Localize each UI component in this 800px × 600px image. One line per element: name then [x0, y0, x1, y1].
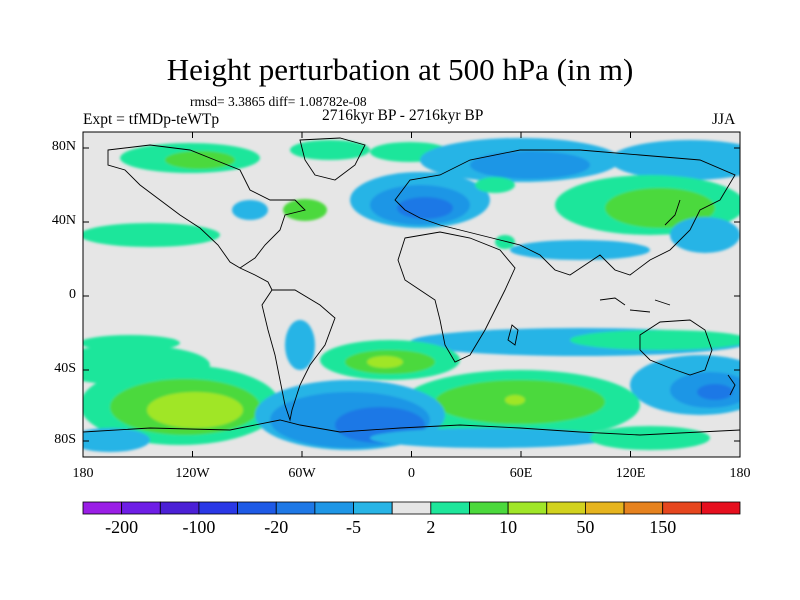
contour-region — [83, 335, 180, 351]
colorbar-swatch — [275, 501, 316, 515]
contour-region — [510, 240, 650, 260]
lon-tick-label: 180 — [729, 466, 751, 481]
lon-tick-label: 0 — [408, 466, 415, 481]
colorbar-swatch — [507, 501, 548, 515]
colorbar-label: 50 — [576, 517, 595, 537]
contour-region — [590, 426, 710, 450]
coastline-australia — [639, 319, 713, 376]
colorbar-swatch — [585, 501, 625, 515]
contour-region — [475, 177, 515, 193]
coastline-new-zealand — [727, 374, 736, 396]
colorbar-label: -5 — [346, 517, 362, 537]
colorbar-swatch — [198, 501, 238, 515]
contour-region — [610, 140, 740, 180]
colorbar-swatch — [159, 501, 200, 515]
contour-region — [290, 140, 370, 160]
contour-region — [670, 217, 740, 253]
coastline-greenland — [299, 137, 366, 181]
contour-region — [285, 320, 315, 370]
stats-line: rmsd= 3.3865 diff= 1.08782e-08 — [190, 94, 367, 109]
contour-fields — [83, 138, 740, 452]
coastline-madagascar — [507, 324, 519, 346]
lon-tick-label: 120W — [175, 466, 210, 481]
contour-region — [147, 392, 243, 428]
lon-tick-label: 60W — [288, 466, 316, 481]
contour-region — [570, 330, 740, 350]
contour-region — [165, 151, 235, 169]
axis-ticks — [82, 132, 741, 457]
contour-region — [697, 384, 733, 400]
colorbar-swatch — [391, 501, 432, 515]
colorbar-swatch — [314, 501, 354, 515]
colorbar-swatch — [121, 501, 161, 515]
coastline-africa — [397, 231, 516, 363]
colorbar-swatch — [237, 501, 277, 515]
colorbar-swatch — [430, 501, 470, 515]
coastline-antarctica — [83, 419, 740, 436]
contour-region — [83, 428, 150, 452]
coastline-japan — [664, 199, 681, 226]
colorbar-swatch — [353, 501, 393, 515]
lat-tick-label: 40N — [51, 213, 76, 228]
colorbar-label: -20 — [264, 517, 289, 537]
coastline-eurasia — [394, 149, 736, 276]
contour-region — [367, 356, 403, 368]
lon-tick-label: 180 — [72, 466, 94, 481]
contour-region — [397, 197, 453, 219]
period-label: 2716kyr BP - 2716kyr BP — [322, 107, 484, 124]
contour-region — [370, 428, 610, 448]
coastline-south-america — [261, 289, 336, 422]
lat-tick-label: 40S — [54, 361, 76, 376]
contour-region — [470, 151, 590, 179]
lat-tick-label: 0 — [69, 287, 76, 302]
coastline-indonesia — [599, 297, 671, 313]
colorbar-swatch — [546, 501, 586, 515]
colorbar-swatch — [662, 501, 702, 515]
colorbar — [82, 501, 741, 515]
colorbar-label: -100 — [182, 517, 216, 537]
contour-region — [495, 235, 515, 249]
colorbar-swatch — [82, 501, 123, 515]
contour-region — [232, 200, 268, 220]
lat-tick-label: 80N — [51, 139, 76, 154]
coastline-north-america — [107, 144, 306, 269]
coastlines — [83, 137, 740, 436]
experiment-label: Expt = tfMDp-teWTp — [83, 111, 220, 128]
lat-tick-label: 80S — [54, 432, 76, 447]
colorbar-label: 10 — [499, 517, 518, 537]
lon-tick-label: 60E — [509, 466, 533, 481]
lon-tick-label: 120E — [615, 466, 646, 481]
colorbar-swatch — [700, 501, 741, 515]
contour-region — [83, 223, 220, 247]
coastline-central-america — [239, 267, 273, 291]
colorbar-label: -200 — [105, 517, 139, 537]
season-label: JJA — [712, 111, 736, 128]
chart-title: Height perturbation at 500 hPa (in m) — [166, 52, 634, 87]
contour-region — [605, 188, 715, 228]
contour-region — [505, 395, 525, 405]
colorbar-swatch — [623, 501, 664, 515]
colorbar-label: 2 — [426, 517, 436, 537]
colorbar-swatch — [469, 501, 509, 515]
colorbar-label: 150 — [649, 517, 677, 537]
